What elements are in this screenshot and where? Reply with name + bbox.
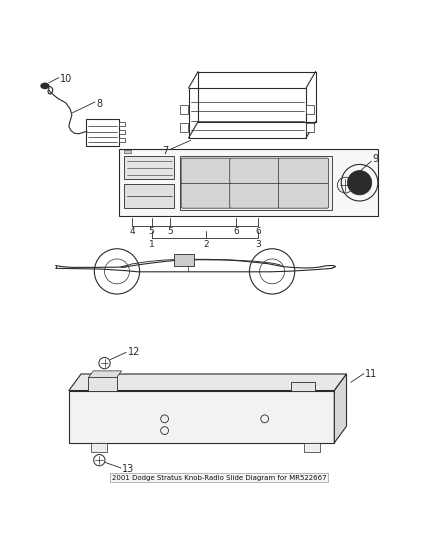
Ellipse shape: [41, 83, 49, 88]
FancyBboxPatch shape: [119, 149, 378, 216]
FancyBboxPatch shape: [88, 377, 117, 391]
Text: 2: 2: [203, 239, 209, 248]
Text: 6: 6: [255, 228, 261, 236]
FancyBboxPatch shape: [124, 156, 174, 180]
Text: 9: 9: [373, 154, 379, 164]
Polygon shape: [334, 374, 346, 443]
FancyBboxPatch shape: [119, 138, 125, 142]
Text: 3: 3: [255, 239, 261, 248]
FancyBboxPatch shape: [291, 382, 315, 391]
FancyBboxPatch shape: [180, 106, 187, 114]
Circle shape: [355, 179, 364, 187]
FancyBboxPatch shape: [230, 158, 280, 183]
Text: 2001 Dodge Stratus Knob-Radio Slide Diagram for MR522667: 2001 Dodge Stratus Knob-Radio Slide Diag…: [112, 474, 326, 481]
FancyBboxPatch shape: [230, 183, 280, 208]
FancyBboxPatch shape: [304, 443, 321, 453]
Text: 7: 7: [162, 146, 169, 156]
FancyBboxPatch shape: [188, 88, 306, 138]
FancyBboxPatch shape: [181, 158, 231, 183]
FancyBboxPatch shape: [119, 122, 125, 126]
FancyBboxPatch shape: [181, 183, 231, 208]
Circle shape: [347, 171, 372, 195]
FancyBboxPatch shape: [180, 156, 332, 210]
Text: 6: 6: [233, 228, 239, 236]
Text: 8: 8: [96, 99, 102, 109]
Polygon shape: [88, 371, 122, 377]
FancyBboxPatch shape: [180, 123, 187, 132]
Text: 11: 11: [365, 368, 378, 378]
FancyBboxPatch shape: [119, 130, 125, 134]
FancyBboxPatch shape: [69, 391, 334, 443]
FancyBboxPatch shape: [124, 184, 174, 208]
Polygon shape: [69, 374, 346, 391]
FancyBboxPatch shape: [86, 119, 119, 146]
FancyBboxPatch shape: [174, 254, 194, 266]
FancyBboxPatch shape: [91, 443, 107, 453]
FancyBboxPatch shape: [278, 183, 328, 208]
Text: 13: 13: [122, 464, 134, 474]
FancyBboxPatch shape: [306, 123, 314, 132]
Text: 5: 5: [148, 228, 155, 236]
FancyBboxPatch shape: [124, 150, 131, 154]
FancyBboxPatch shape: [306, 106, 314, 114]
Text: 1: 1: [148, 239, 155, 248]
Text: 4: 4: [129, 228, 135, 236]
Text: 5: 5: [167, 228, 173, 236]
Text: 12: 12: [127, 347, 140, 357]
Text: 10: 10: [60, 75, 72, 84]
FancyBboxPatch shape: [278, 158, 328, 183]
